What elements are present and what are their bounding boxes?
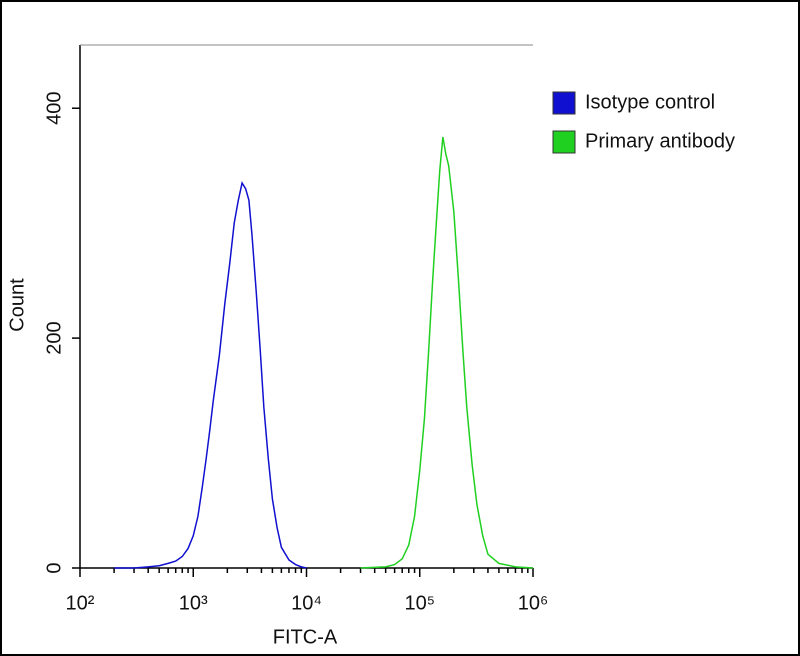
y-tick-label: 400 xyxy=(43,92,65,125)
x-tick-label: 10² xyxy=(66,592,95,614)
x-tick-label: 10⁵ xyxy=(404,592,435,614)
legend-label: Isotype control xyxy=(585,91,715,113)
x-tick-label: 10⁴ xyxy=(291,592,322,614)
legend-label: Primary antibody xyxy=(585,130,735,152)
x-tick-label: 10³ xyxy=(179,592,208,614)
y-tick-label: 0 xyxy=(43,562,65,573)
series-line xyxy=(114,180,307,569)
x-axis-title: FITC-A xyxy=(273,626,338,648)
legend-swatch xyxy=(552,130,576,154)
series-line xyxy=(360,136,534,569)
x-tick-label: 10⁶ xyxy=(518,592,548,614)
y-tick-label: 200 xyxy=(43,321,65,354)
legend-swatch xyxy=(552,91,576,115)
y-axis-title: Count xyxy=(6,278,28,332)
